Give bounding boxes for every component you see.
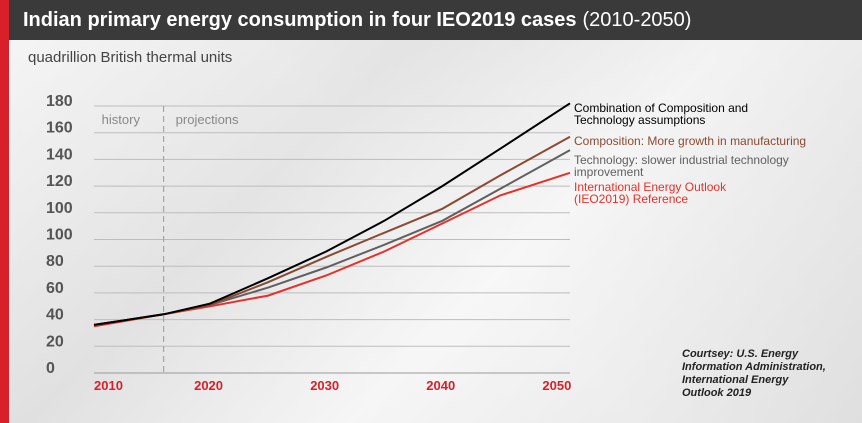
x-tick-label: 2020: [194, 378, 223, 393]
y-tick-label: 140: [46, 146, 73, 163]
x-tick-label: 2030: [310, 378, 339, 393]
legend-label-reference: (IEO2019) Reference: [574, 192, 688, 206]
source-line: Courtsey: U.S. Energy: [682, 348, 799, 360]
y-tick-label: 60: [46, 280, 64, 297]
accent-bar: [0, 0, 9, 423]
legend-label-technology: improvement: [574, 165, 644, 179]
series-line-composition: [93, 135, 571, 326]
x-tick-label: 2040: [426, 378, 455, 393]
projections-label: projections: [176, 112, 239, 127]
legend-label-reference: International Energy Outlook: [574, 180, 727, 194]
y-unit-label: quadrillion British thermal units: [28, 49, 233, 66]
y-tick-label: 100: [46, 227, 73, 244]
x-tick-label: 2010: [94, 378, 123, 393]
x-tick-label: 2050: [542, 378, 571, 393]
source-line: International Energy: [682, 374, 789, 386]
y-tick-label: 160: [46, 120, 73, 137]
legend-label-combination: Technology assumptions: [574, 113, 705, 127]
legend-label-composition: Composition: More growth in manufacturin…: [574, 134, 806, 148]
title-bar: Indian primary energy consumption in fou…: [9, 0, 862, 40]
y-tick-label: 40: [46, 307, 64, 324]
source-note: Courtsey: U.S. Energy Information Admini…: [682, 348, 852, 400]
source-line: Outlook 2019: [682, 387, 752, 399]
chart-subtitle: (2010-2050): [582, 8, 692, 31]
y-tick-label: 100: [46, 200, 73, 217]
series-line-combination: [93, 102, 571, 326]
history-label: history: [102, 112, 141, 127]
source-line: Information Administration,: [682, 361, 826, 373]
legend-label-technology: Technology: slower industrial technology: [574, 153, 789, 167]
legend-label-combination: Combination of Composition and: [574, 101, 748, 115]
y-tick-label: 20: [46, 333, 64, 350]
y-tick-label: 0: [46, 360, 55, 377]
chart-title: Indian primary energy consumption in fou…: [23, 8, 577, 31]
y-tick-label: 120: [46, 173, 73, 190]
y-tick-label: 80: [46, 253, 64, 270]
y-tick-label: 180: [46, 93, 73, 110]
